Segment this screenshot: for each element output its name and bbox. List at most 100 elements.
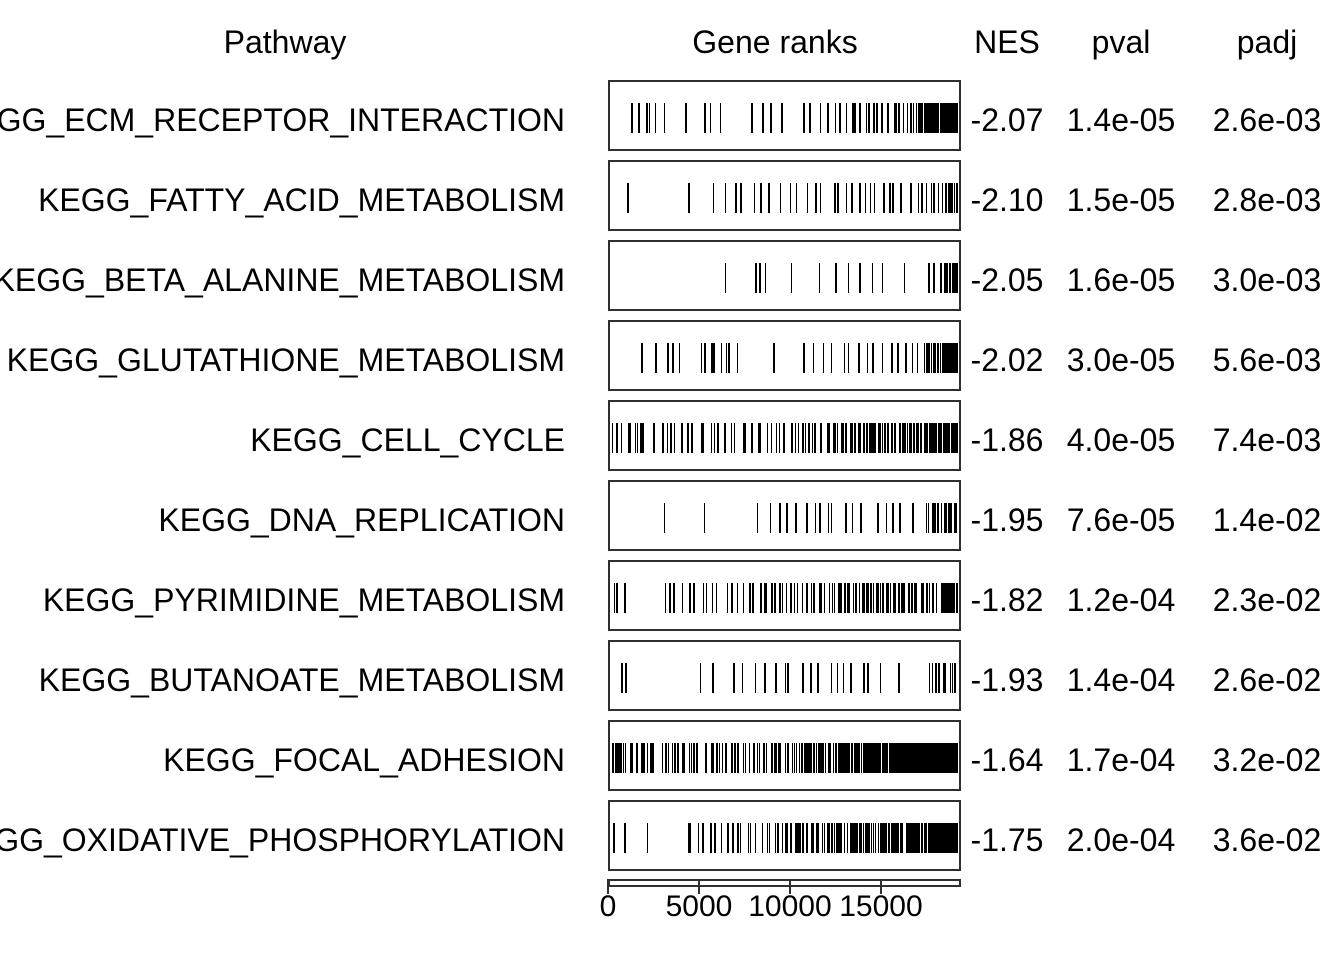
gene-rank-tick (842, 743, 844, 773)
gene-rank-tick (896, 743, 899, 773)
gene-ranks-panel (608, 560, 961, 631)
gene-rank-tick (717, 423, 719, 453)
gene-rank-tick (949, 103, 951, 133)
gene-rank-tick (915, 823, 917, 853)
gene-rank-tick (894, 583, 897, 613)
pathway-name-label: KEGG_DNA_REPLICATION (158, 502, 565, 538)
gene-rank-tick (847, 263, 850, 293)
gene-rank-tick (947, 343, 949, 373)
gene-rank-tick (931, 423, 934, 453)
gene-rank-tick (710, 743, 713, 773)
gene-ranks-panel (608, 160, 961, 231)
gene-rank-tick (845, 503, 847, 533)
gene-rank-tick (700, 343, 702, 373)
gene-rank-tick (860, 823, 862, 853)
gene-rank-tick (945, 583, 947, 613)
gene-rank-tick (927, 503, 930, 533)
pathway-row: KEGG_OXIDATIVE_PHOSPHORYLATION -1.75 2.0… (0, 800, 1344, 880)
gene-rank-tick (724, 423, 726, 453)
gene-rank-tick (893, 743, 895, 773)
gene-rank-tick (701, 423, 703, 453)
gene-rank-tick (923, 343, 926, 373)
gene-rank-tick (933, 743, 936, 773)
gene-rank-tick (754, 663, 757, 693)
gene-rank-tick (797, 423, 800, 453)
gene-rank-tick (739, 823, 742, 853)
gene-rank-tick (744, 423, 747, 453)
gene-rank-tick (954, 263, 956, 293)
gene-rank-tick (621, 663, 623, 693)
gene-rank-tick (944, 423, 946, 453)
gene-rank-tick (917, 103, 920, 133)
gene-rank-tick (893, 823, 896, 853)
column-header-pval: pval (1091, 24, 1151, 60)
gene-rank-tick (930, 103, 932, 133)
gene-rank-tick (842, 423, 844, 453)
gene-rank-tick (740, 183, 742, 213)
gene-rank-tick (806, 583, 808, 613)
gene-rank-tick (774, 823, 776, 853)
gene-rank-tick (709, 103, 712, 133)
gene-rank-tick (928, 663, 931, 693)
gene-rank-tick (814, 503, 816, 533)
gene-rank-tick (932, 583, 934, 613)
gene-rank-tick (895, 743, 897, 773)
gene-rank-tick (935, 663, 937, 693)
gene-rank-tick (725, 743, 727, 773)
gene-rank-tick (611, 423, 614, 453)
gene-rank-tick (852, 103, 854, 133)
gene-rank-tick (939, 743, 941, 773)
gene-rank-tick (881, 103, 883, 133)
gene-rank-tick (910, 183, 912, 213)
gene-rank-tick (744, 743, 746, 773)
gene-rank-tick (848, 583, 850, 613)
gene-rank-tick (665, 743, 667, 773)
gene-rank-tick (881, 423, 884, 453)
gene-rank-tick (893, 583, 895, 613)
gene-rank-tick (894, 823, 897, 853)
gene-rank-tick (653, 423, 655, 453)
gene-rank-tick (743, 423, 745, 453)
gene-rank-tick (839, 823, 841, 853)
gene-rank-tick (887, 583, 890, 613)
padj-value: 2.3e-02 (1212, 582, 1322, 618)
gene-rank-tick (831, 583, 834, 613)
gene-rank-tick (887, 423, 890, 453)
gene-rank-tick (636, 423, 639, 453)
gene-rank-tick (845, 103, 848, 133)
gene-rank-tick (710, 423, 713, 453)
gene-rank-tick (934, 503, 936, 533)
gene-rank-tick (763, 743, 765, 773)
gene-rank-tick (881, 263, 884, 293)
gene-rank-tick (801, 743, 803, 773)
gene-rank-tick (764, 663, 766, 693)
gene-ranks-panel (608, 320, 961, 391)
gene-rank-tick (907, 823, 910, 853)
gene-rank-tick (952, 263, 954, 293)
gene-rank-tick (951, 663, 954, 693)
gene-rank-tick (894, 423, 897, 453)
gene-rank-tick (815, 743, 818, 773)
gene-rank-tick (945, 503, 947, 533)
gene-rank-tick (834, 423, 836, 453)
gene-rank-tick (820, 423, 823, 453)
gene-rank-tick (664, 583, 667, 613)
gene-rank-tick (820, 583, 822, 613)
nes-value: -1.93 (970, 662, 1044, 698)
gene-rank-tick (631, 103, 633, 133)
gene-rank-tick (880, 103, 882, 133)
gene-rank-tick (646, 103, 648, 133)
gene-rank-tick (860, 743, 862, 773)
gene-rank-tick (938, 743, 940, 773)
gene-rank-tick (954, 343, 956, 373)
gene-rank-tick (868, 823, 871, 853)
gene-rank-tick (945, 823, 947, 853)
gene-rank-tick (940, 503, 943, 533)
gene-rank-tick (655, 343, 657, 373)
gene-rank-tick (758, 743, 761, 773)
gene-rank-tick (803, 343, 805, 373)
gene-rank-tick (946, 263, 949, 293)
gene-rank-tick (954, 823, 957, 853)
gene-rank-tick (786, 743, 789, 773)
gene-rank-tick (951, 583, 953, 613)
